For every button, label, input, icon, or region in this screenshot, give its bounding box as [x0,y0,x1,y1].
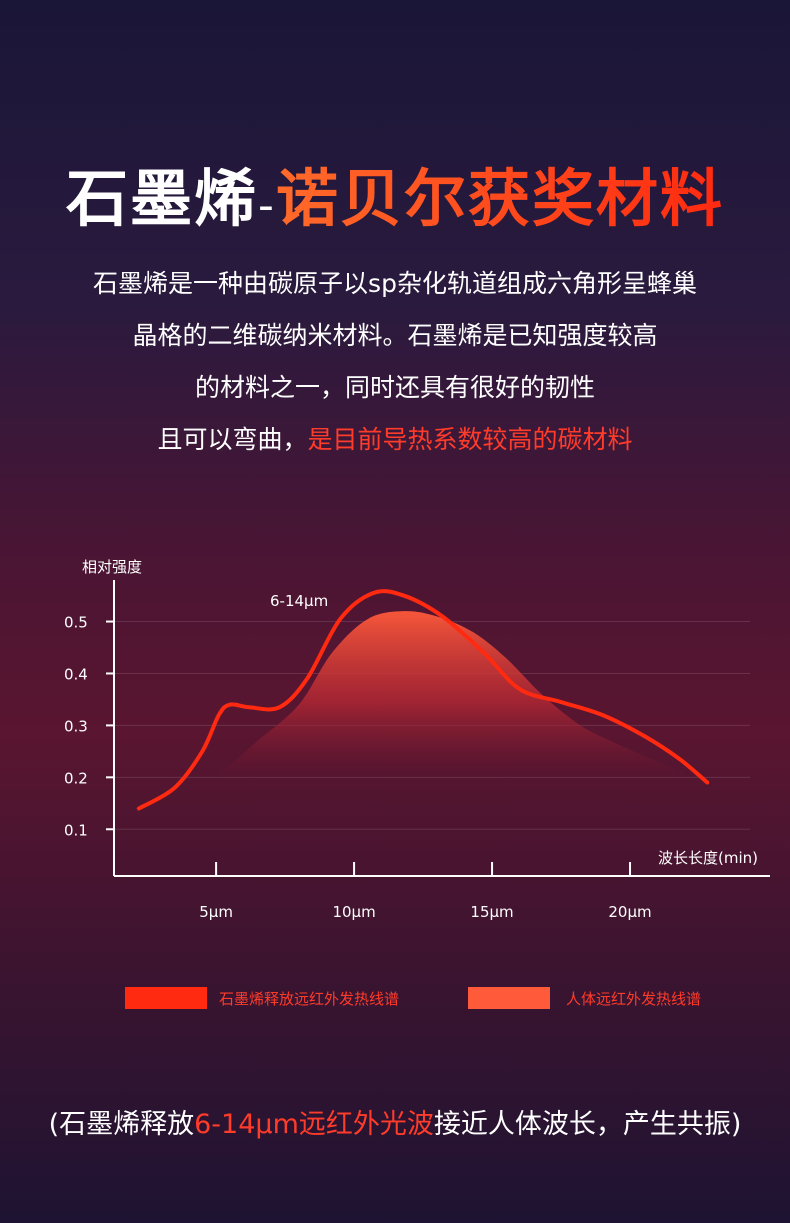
description-line-4: 且可以弯曲，是目前导热系数较高的碳材料 [0,414,790,466]
y-tick-label: 0.2 [64,769,88,787]
x-tick-label: 5μm [199,903,233,921]
y-tick-label: 0.4 [64,665,88,683]
x-tick-label: 15μm [470,903,513,921]
page-title: 石墨烯-诺贝尔获奖材料 [0,148,790,238]
spectrum-chart: 0.5 0.4 0.3 0.2 0.1 5μm 10μm 15μm 20μm 相对强度波长长度(m… [64,558,770,921]
legend-label-graphene: 石墨烯释放远红外发热线谱 [219,990,400,1008]
description-highlight: 是目前导热系数较高的碳材料 [307,425,633,454]
legend-label-human: 人体远红外发热线谱 [566,990,702,1008]
description-line-3: 的材料之一，同时还具有很好的韧性 [194,373,595,402]
footer-part-1: (石墨烯释放 [48,1109,195,1140]
y-tick-label: 0.1 [64,821,88,839]
footer-part-3: 接近人体波长，产生共振) [433,1109,742,1140]
series-area-human [221,611,686,778]
description-line-2: 晶格的二维碳纳米材料。石墨烯是已知强度较高 [132,321,658,350]
y-axis-title: 相对强度 [82,558,142,576]
title-part-nobel: 诺贝尔获奖材料 [275,162,724,235]
footer-caption: (石墨烯释放6-14μm远红外光波接近人体波长，产生共振) [0,1102,790,1141]
series-line-graphene [136,589,710,811]
y-tick-label: 0.3 [64,717,88,735]
x-tick-label: 20μm [608,903,651,921]
chart-legend: 石墨烯释放远红外发热线谱 人体远红外发热线谱 [0,987,790,1011]
footer-highlight: 6-14μm远红外光波 [194,1109,434,1140]
title-dash: - [258,180,276,231]
x-tick-label: 10μm [332,903,375,921]
description-line-4-text: 且可以弯曲， [157,425,308,454]
legend-swatch-graphene [125,987,207,1009]
title-part-graphene: 石墨烯 [66,162,259,235]
description-line-1: 石墨烯是一种由碳原子以sp杂化轨道组成六角形呈蜂巢 [93,269,697,298]
legend-swatch-human [468,987,550,1009]
peak-annotation: 6-14μm [270,592,328,610]
x-axis-title: 波长长度(min) [658,849,758,867]
y-tick-label: 0.5 [64,614,88,632]
